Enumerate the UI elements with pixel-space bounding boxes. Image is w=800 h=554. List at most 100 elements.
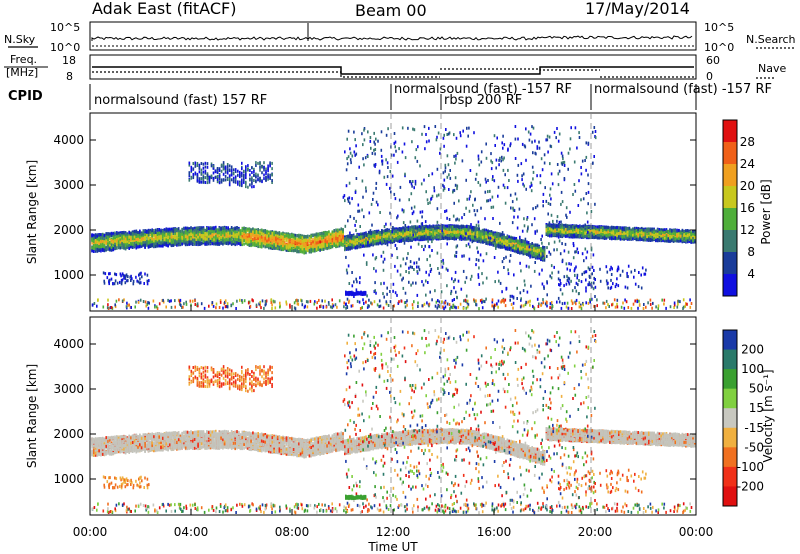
power-cell xyxy=(105,247,107,251)
power-cell xyxy=(398,227,401,231)
nsky-trace xyxy=(91,23,694,47)
power-cell xyxy=(282,232,284,236)
power-cell xyxy=(211,230,214,234)
power-cell xyxy=(213,230,215,234)
power-cell xyxy=(158,228,160,231)
power-cell xyxy=(294,249,297,253)
power-cell xyxy=(174,236,176,240)
power-cell xyxy=(186,235,189,239)
power-cell xyxy=(269,233,272,237)
power-cell xyxy=(211,242,214,246)
power-cell xyxy=(181,242,183,246)
power-cell xyxy=(192,227,194,231)
power-cell xyxy=(216,242,219,246)
power-cell xyxy=(250,239,252,243)
power-cell xyxy=(204,233,206,237)
power-cell xyxy=(200,241,203,245)
power-cell xyxy=(126,233,129,237)
power-cell xyxy=(342,230,344,234)
power-cell xyxy=(255,230,258,234)
power-cell xyxy=(158,234,160,238)
power-cell xyxy=(260,235,263,239)
power-cell xyxy=(222,237,224,241)
power-cell xyxy=(381,240,383,244)
power-cell xyxy=(151,229,153,233)
power-cell xyxy=(430,227,433,231)
power-cell xyxy=(262,244,265,248)
power-cell xyxy=(268,237,270,240)
power-cell xyxy=(230,231,233,235)
power-cell xyxy=(133,244,136,248)
power-cell xyxy=(428,225,431,229)
power-cell xyxy=(93,244,95,248)
power-cell xyxy=(340,233,343,237)
power-cell xyxy=(257,237,259,241)
power-cell xyxy=(280,242,282,246)
power-cell xyxy=(298,243,300,247)
power-cell xyxy=(395,229,397,233)
power-cell xyxy=(103,242,106,246)
power-cell xyxy=(169,227,171,231)
power-cell xyxy=(347,244,350,248)
power-cell xyxy=(96,234,99,238)
power-cell xyxy=(245,227,247,230)
power-cell xyxy=(407,228,410,232)
power-cell xyxy=(162,232,164,236)
power-cell xyxy=(169,233,171,237)
power-cell xyxy=(101,234,104,237)
power-cell xyxy=(153,239,155,243)
power-cell xyxy=(229,234,231,238)
power-cell xyxy=(100,249,102,253)
power-cell xyxy=(238,238,240,242)
power-cell xyxy=(209,242,212,246)
power-cell xyxy=(183,231,185,235)
power-cell xyxy=(252,237,254,241)
power-cell xyxy=(303,246,305,250)
power-cell xyxy=(96,248,99,252)
power-cell xyxy=(377,239,380,243)
power-cell xyxy=(266,243,268,247)
power-cell xyxy=(331,239,334,243)
power-cell xyxy=(149,230,152,234)
power-cell xyxy=(133,235,136,239)
power-cell xyxy=(285,238,288,242)
power-cell xyxy=(259,230,261,234)
power-cell xyxy=(374,233,376,237)
power-cell xyxy=(294,233,297,237)
power-cell xyxy=(276,247,279,251)
power-cell xyxy=(351,246,353,250)
power-cell xyxy=(174,239,176,243)
power-cell xyxy=(195,236,198,240)
power-cell xyxy=(275,239,277,243)
power-cell xyxy=(342,241,344,245)
power-cell xyxy=(177,227,180,231)
power-cell xyxy=(384,228,387,232)
power-cell xyxy=(190,232,192,236)
nave-tick-top: 60 xyxy=(706,54,720,67)
power-cell xyxy=(315,237,318,241)
power-cell xyxy=(377,242,380,246)
power-cell xyxy=(266,242,268,246)
power-cell xyxy=(391,238,394,242)
power-cell xyxy=(264,240,267,244)
power-cell xyxy=(351,234,353,237)
power-cell xyxy=(124,232,127,236)
power-cell xyxy=(151,232,153,236)
power-cell xyxy=(209,234,212,238)
power-cell xyxy=(93,241,95,245)
power-cell xyxy=(222,234,224,238)
power-cell xyxy=(183,240,185,244)
power-cell xyxy=(193,228,196,232)
power-cell xyxy=(158,238,160,241)
power-cell xyxy=(112,236,115,240)
power-cell xyxy=(326,245,328,249)
power-cell xyxy=(232,241,235,245)
power-cell xyxy=(123,243,125,247)
power-cell xyxy=(381,233,383,237)
power-cell xyxy=(179,235,182,239)
power-cell xyxy=(324,243,327,246)
power-cell xyxy=(321,241,323,245)
power-cell xyxy=(416,233,419,237)
power-cell xyxy=(206,228,208,232)
